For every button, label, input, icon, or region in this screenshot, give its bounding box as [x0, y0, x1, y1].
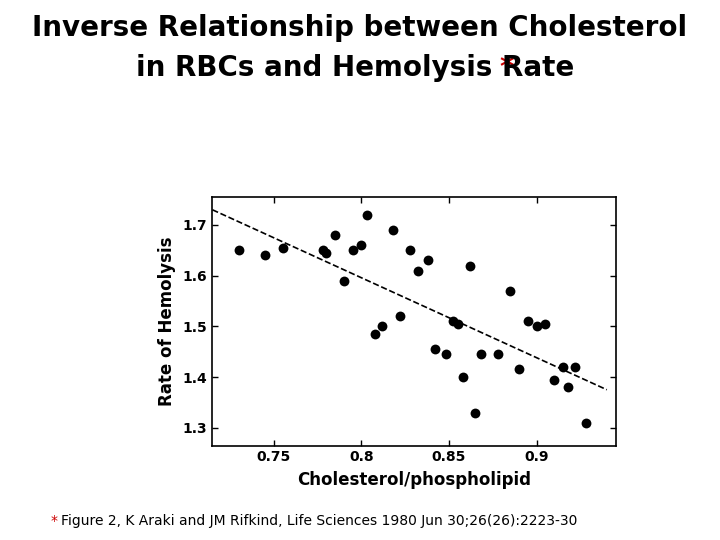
Point — [505, 287, 516, 295]
Point — [531, 322, 542, 330]
Point — [276, 244, 288, 252]
Point — [395, 312, 406, 321]
Point — [452, 320, 464, 328]
Point — [469, 408, 481, 417]
Point — [562, 383, 574, 391]
Text: Inverse Relationship between Cholesterol: Inverse Relationship between Cholesterol — [32, 14, 688, 42]
Y-axis label: Rate of Hemolysis: Rate of Hemolysis — [158, 237, 176, 406]
Point — [369, 329, 381, 338]
X-axis label: Cholesterol/phospholipid: Cholesterol/phospholipid — [297, 471, 531, 489]
Point — [387, 226, 399, 234]
Point — [317, 246, 328, 255]
Point — [570, 362, 581, 371]
Point — [513, 365, 525, 374]
Point — [549, 375, 560, 384]
Text: Figure 2, K Araki and JM Rifkind, Life Sciences 1980 Jun 30;26(26):2223-30: Figure 2, K Araki and JM Rifkind, Life S… — [61, 514, 577, 528]
Point — [347, 246, 359, 255]
Point — [447, 317, 459, 326]
Point — [429, 345, 441, 354]
Point — [580, 418, 592, 427]
Point — [464, 261, 476, 270]
Point — [475, 350, 487, 359]
Text: in RBCs and Hemolysis Rate: in RBCs and Hemolysis Rate — [136, 54, 584, 82]
Point — [356, 241, 367, 249]
Point — [540, 320, 552, 328]
Point — [412, 266, 423, 275]
Point — [557, 362, 569, 371]
Point — [329, 231, 341, 239]
Point — [361, 211, 372, 219]
Text: *: * — [499, 54, 513, 82]
Point — [522, 317, 534, 326]
Point — [422, 256, 433, 265]
Point — [338, 276, 350, 285]
Point — [457, 373, 469, 381]
Point — [233, 246, 245, 255]
Point — [377, 322, 388, 330]
Point — [405, 246, 416, 255]
Point — [320, 248, 332, 257]
Point — [259, 251, 271, 260]
Point — [492, 350, 504, 359]
Point — [440, 350, 451, 359]
Text: *: * — [50, 514, 58, 528]
